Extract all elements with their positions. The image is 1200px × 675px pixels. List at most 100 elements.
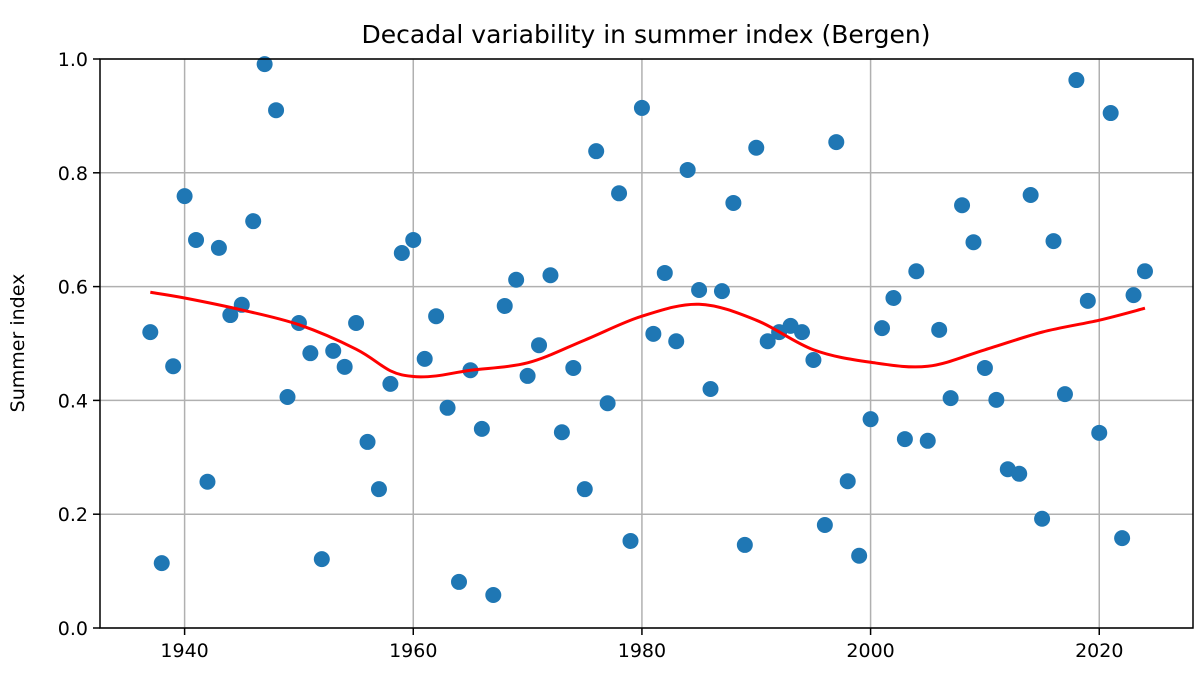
data-point — [245, 213, 262, 230]
smoothed-line — [150, 290, 1146, 379]
data-point — [954, 197, 971, 214]
data-point — [931, 321, 948, 338]
data-point — [1068, 72, 1085, 89]
y-tick-label: 0.6 — [58, 277, 88, 299]
data-point — [405, 231, 422, 248]
data-point — [805, 352, 822, 369]
data-point — [519, 367, 536, 384]
data-point — [1022, 186, 1039, 203]
data-point — [531, 337, 548, 354]
data-point — [976, 359, 993, 376]
data-point — [702, 381, 719, 398]
data-point — [851, 547, 868, 564]
data-point — [633, 99, 650, 116]
data-point — [759, 333, 776, 350]
x-tick-label: 1940 — [160, 640, 208, 662]
data-point — [370, 481, 387, 498]
data-point — [439, 399, 456, 416]
x-tick-label: 2000 — [846, 640, 894, 662]
data-point — [176, 188, 193, 205]
data-point — [1079, 292, 1096, 309]
data-point — [816, 517, 833, 534]
chart-title: Decadal variability in summer index (Ber… — [362, 20, 931, 49]
data-point — [268, 102, 285, 119]
data-point — [828, 134, 845, 151]
data-point — [691, 282, 708, 299]
data-point — [736, 536, 753, 553]
data-point — [874, 320, 891, 337]
data-point — [279, 388, 296, 405]
data-point — [542, 267, 559, 284]
data-point — [611, 185, 628, 202]
grid — [100, 58, 1193, 629]
data-point — [668, 333, 685, 350]
data-point — [222, 307, 239, 324]
data-point — [210, 239, 227, 256]
y-tick-label: 0.8 — [58, 163, 88, 185]
data-point — [656, 264, 673, 281]
data-point — [713, 283, 730, 300]
data-point — [588, 143, 605, 160]
data-point — [1056, 386, 1073, 403]
data-point — [1125, 287, 1142, 304]
data-point — [473, 420, 490, 437]
data-point — [622, 532, 639, 549]
x-tick-label: 2020 — [1075, 640, 1123, 662]
data-point — [153, 555, 170, 572]
data-point — [199, 473, 216, 490]
data-point — [1136, 263, 1153, 280]
data-point — [393, 245, 410, 262]
data-point — [1045, 233, 1062, 250]
data-point — [576, 481, 593, 498]
data-point — [942, 390, 959, 407]
data-point — [325, 342, 342, 359]
data-point — [348, 315, 365, 332]
data-point — [862, 411, 879, 428]
data-point — [256, 56, 273, 73]
data-point — [485, 586, 502, 603]
data-point — [679, 161, 696, 178]
data-point — [165, 358, 182, 375]
data-point — [919, 432, 936, 449]
data-point — [336, 358, 353, 375]
ticks: 1940 1960 1980 2000 2020 0.0 0.2 0.4 0.6 0.8 1.0 — [58, 49, 1124, 662]
data-point — [188, 231, 205, 248]
data-point — [896, 431, 913, 448]
data-point — [496, 297, 513, 314]
data-point — [359, 433, 376, 450]
data-point — [565, 359, 582, 376]
x-tick-label: 1980 — [618, 640, 666, 662]
data-point — [645, 325, 662, 342]
data-point — [725, 194, 742, 211]
data-point — [839, 473, 856, 490]
data-point — [1102, 105, 1119, 122]
y-tick-label: 1.0 — [58, 49, 88, 71]
data-point — [1011, 465, 1028, 482]
data-point — [965, 234, 982, 251]
data-point — [1114, 530, 1131, 547]
y-axis-label: Summer index — [7, 274, 29, 413]
data-point — [885, 289, 902, 306]
data-point — [1091, 424, 1108, 441]
data-point — [450, 573, 467, 590]
data-point — [382, 375, 399, 392]
data-point — [142, 324, 159, 341]
data-point — [599, 395, 616, 412]
data-point — [793, 324, 810, 341]
plot-frame — [99, 58, 1194, 629]
y-tick-label: 0.4 — [58, 390, 88, 412]
x-tick-label: 1960 — [389, 640, 437, 662]
y-tick-label: 0.0 — [58, 618, 88, 640]
data-point — [908, 263, 925, 280]
data-point — [428, 308, 445, 325]
data-point — [748, 139, 765, 156]
data-point — [302, 345, 319, 362]
data-point — [988, 391, 1005, 408]
data-point — [416, 350, 433, 367]
marks — [142, 56, 1153, 603]
y-tick-label: 0.2 — [58, 504, 88, 526]
data-point — [313, 551, 330, 568]
data-point — [1034, 510, 1051, 527]
data-point — [508, 271, 525, 288]
